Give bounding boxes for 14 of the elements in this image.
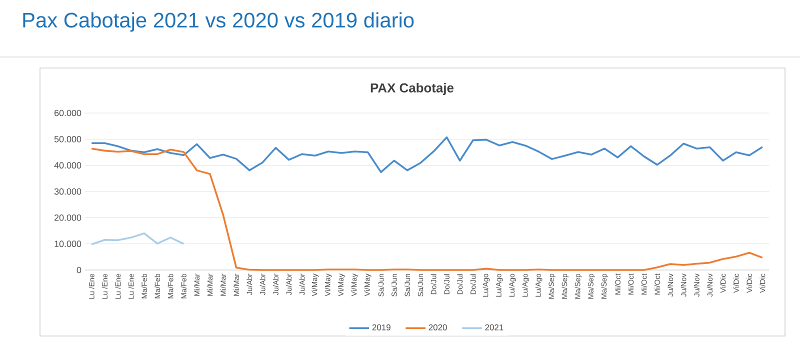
y-tick-label: 0 bbox=[76, 266, 82, 274]
y-tick-label: 10.000 bbox=[54, 240, 82, 248]
chart-title: Pax Cabotaje 2021 vs 2020 vs 2019 diario bbox=[23, 12, 414, 32]
y-tick-label: 60.000 bbox=[54, 110, 82, 116]
chart-subtitle: PAX Cabotaje bbox=[370, 82, 454, 96]
legend-label: 2020 bbox=[428, 324, 447, 330]
y-tick-label: 20.000 bbox=[54, 214, 82, 221]
y-tick-label: 50.000 bbox=[54, 136, 82, 142]
line-series bbox=[90, 232, 185, 246]
legend-label: 2021 bbox=[485, 324, 504, 330]
y-tick-label: 30.000 bbox=[54, 188, 82, 195]
y-tick-label: 40.000 bbox=[54, 162, 82, 169]
line-series bbox=[90, 136, 764, 174]
legend-label: 2019 bbox=[372, 324, 390, 330]
